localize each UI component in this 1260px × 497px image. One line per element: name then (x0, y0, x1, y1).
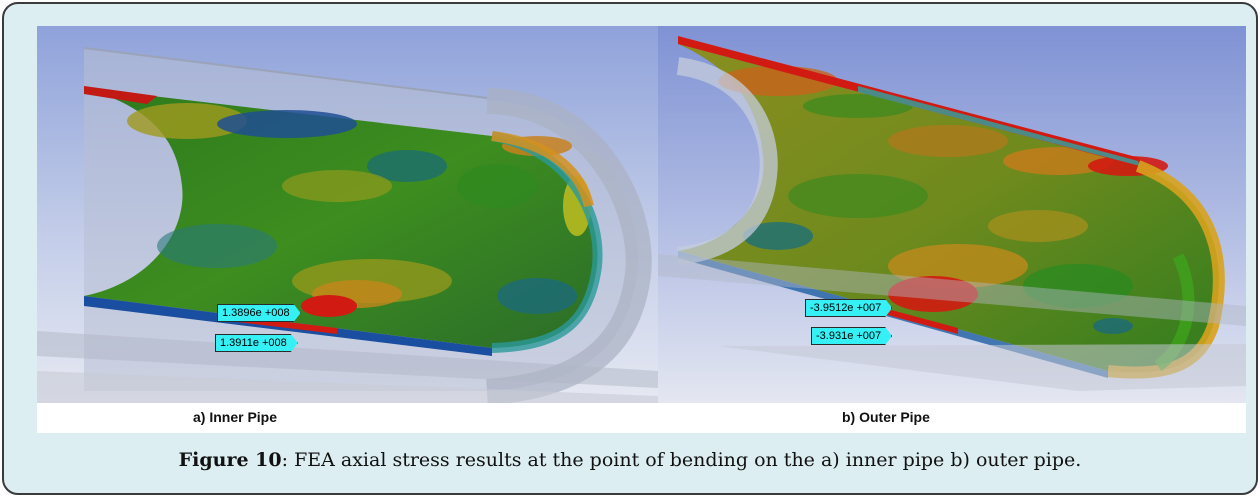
caption-text: : FEA axial stress results at the point … (281, 449, 1082, 471)
max-stress-probe: 1.3896e +008 (217, 304, 301, 322)
inner-pipe-label: a) Inner Pipe (193, 409, 278, 425)
outer-pipe-image (658, 26, 1246, 403)
min-stress-probe: -3.931e +007 (811, 327, 892, 345)
figure-caption: Figure 10: FEA axial stress results at t… (4, 449, 1256, 471)
figure-number: Figure 10 (178, 449, 282, 471)
inner-pipe-render: 1.3896e +008 1.3911e +008 (37, 26, 658, 403)
max-stress-probe: -3.9512e +007 (805, 299, 892, 317)
inner-pipe-image (37, 26, 658, 403)
subfigure-label-strip: a) Inner Pipe b) Outer Pipe (37, 403, 1246, 433)
outer-pipe-label: b) Outer Pipe (842, 409, 930, 425)
min-stress-probe: 1.3911e +008 (215, 334, 298, 352)
outer-pipe-render: -3.9512e +007 -3.931e +007 (658, 26, 1246, 403)
